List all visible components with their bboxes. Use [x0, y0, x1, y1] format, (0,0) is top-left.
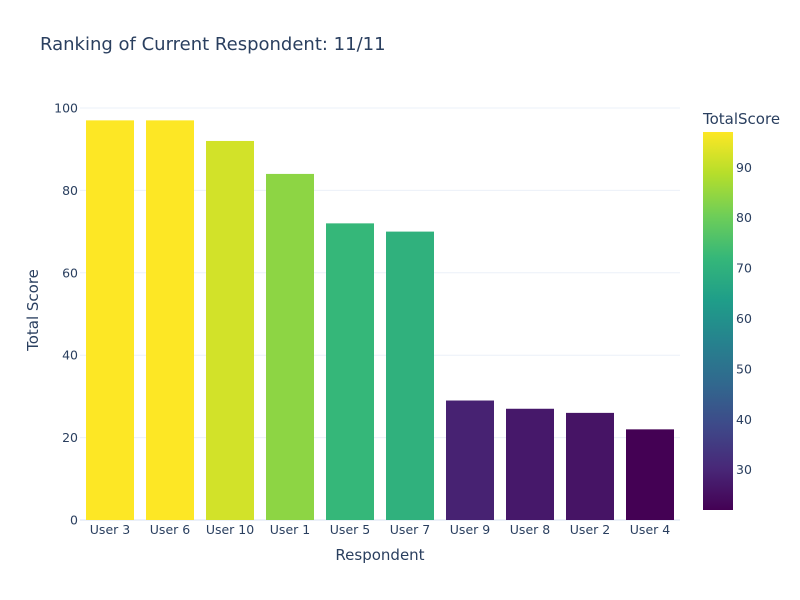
x-tick-label: User 7 [390, 522, 430, 537]
y-tick-label: 40 [62, 348, 78, 363]
colorbar-tick-label: 40 [736, 412, 752, 427]
x-axis-ticks: User 3 User 6 User 10 User 1 User 5 User 7 Use… [90, 522, 670, 537]
y-axis-ticks: 0 20 40 60 80 100 [54, 101, 78, 528]
colorbar-tick-label: 90 [736, 160, 752, 175]
colorbar-gradient [703, 132, 733, 510]
x-tick-label: User 3 [90, 522, 130, 537]
colorbar-tick-label: 80 [736, 210, 752, 225]
x-axis-label: Respondent [335, 546, 424, 564]
y-tick-label: 60 [62, 265, 78, 280]
colorbar-ticks: 30 40 50 60 70 80 90 [736, 160, 752, 477]
bar [266, 173, 314, 521]
colorbar-title: TotalScore [702, 110, 780, 128]
y-tick-label: 20 [62, 430, 78, 445]
x-tick-label: User 6 [150, 522, 190, 537]
x-tick-label: User 2 [570, 522, 610, 537]
x-tick-label: User 10 [206, 522, 254, 537]
bar [386, 231, 434, 520]
x-tick-label: User 8 [510, 522, 550, 537]
y-axis-label: Total Score [24, 269, 42, 352]
colorbar-tick-label: 70 [736, 261, 752, 276]
bar [566, 412, 614, 520]
bar [506, 408, 554, 520]
bar [446, 400, 494, 520]
colorbar-tick-label: 30 [736, 462, 752, 477]
bar [206, 140, 254, 520]
y-tick-label: 80 [62, 183, 78, 198]
x-tick-label: User 9 [450, 522, 490, 537]
colorbar-tick-label: 60 [736, 311, 752, 326]
bar [86, 120, 134, 521]
chart-title: Ranking of Current Respondent: 11/11 [40, 34, 386, 55]
x-tick-label: User 4 [630, 522, 670, 537]
y-tick-label: 100 [54, 101, 78, 116]
bars [86, 120, 674, 521]
colorbar: TotalScore 30 40 50 60 70 80 90 [702, 110, 780, 510]
bar [326, 223, 374, 521]
colorbar-tick-label: 50 [736, 361, 752, 376]
bar [626, 429, 674, 520]
x-tick-label: User 5 [330, 522, 370, 537]
bar [146, 120, 194, 521]
x-tick-label: User 1 [270, 522, 310, 537]
y-tick-label: 0 [70, 513, 78, 528]
